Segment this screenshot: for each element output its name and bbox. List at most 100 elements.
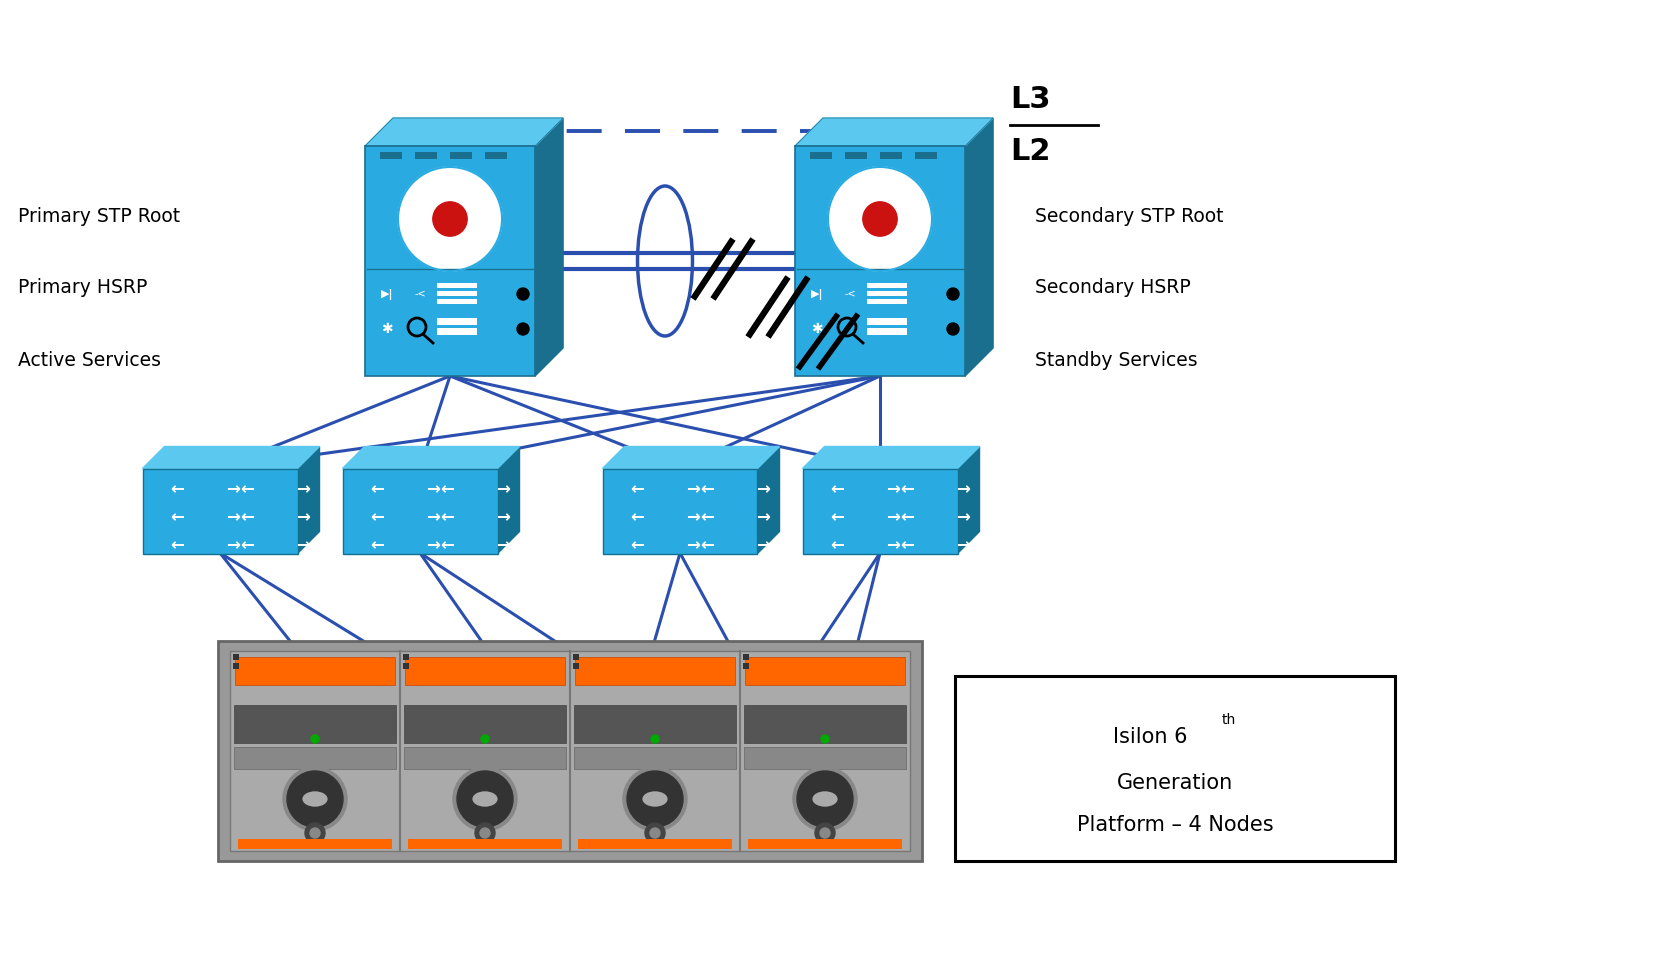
Polygon shape [603, 447, 779, 469]
FancyBboxPatch shape [879, 152, 902, 159]
Text: th: th [1222, 713, 1237, 727]
Text: ←: ← [630, 480, 645, 498]
Text: ←: ← [440, 536, 454, 554]
Polygon shape [366, 118, 563, 146]
Circle shape [819, 828, 829, 838]
Circle shape [828, 167, 932, 271]
Text: Platform – 4 Nodes: Platform – 4 Nodes [1077, 815, 1273, 835]
Ellipse shape [643, 791, 668, 806]
Ellipse shape [813, 791, 838, 806]
Text: Standby Services: Standby Services [1035, 351, 1198, 369]
Text: →: → [226, 480, 239, 498]
FancyBboxPatch shape [916, 152, 937, 159]
Text: →: → [956, 508, 969, 526]
Polygon shape [803, 447, 979, 469]
Text: →: → [756, 480, 770, 498]
FancyBboxPatch shape [868, 291, 907, 296]
Text: →: → [756, 536, 770, 554]
Text: →: → [886, 508, 899, 526]
Text: ←: ← [171, 508, 184, 526]
Text: →: → [685, 508, 700, 526]
FancyBboxPatch shape [794, 146, 966, 376]
Text: ←: ← [171, 536, 184, 554]
Text: Isilon 6: Isilon 6 [1114, 727, 1187, 747]
Polygon shape [957, 447, 979, 554]
FancyBboxPatch shape [485, 152, 507, 159]
Text: Secondary STP Root: Secondary STP Root [1035, 207, 1223, 226]
Text: ←: ← [440, 508, 454, 526]
Text: →: → [296, 480, 309, 498]
Circle shape [306, 823, 326, 843]
Text: ←: ← [171, 480, 184, 498]
FancyBboxPatch shape [238, 839, 392, 849]
Text: →: → [226, 536, 239, 554]
Text: Generation: Generation [1117, 773, 1233, 793]
Text: ←: ← [701, 480, 715, 498]
Polygon shape [758, 447, 779, 554]
FancyBboxPatch shape [437, 299, 477, 304]
FancyBboxPatch shape [404, 747, 567, 769]
Text: ←: ← [701, 536, 715, 554]
FancyBboxPatch shape [809, 152, 833, 159]
FancyBboxPatch shape [745, 705, 906, 743]
Circle shape [517, 323, 529, 335]
Text: Active Services: Active Services [18, 351, 161, 369]
Ellipse shape [302, 791, 327, 806]
Circle shape [397, 167, 502, 271]
FancyBboxPatch shape [603, 469, 758, 554]
Circle shape [311, 828, 321, 838]
FancyBboxPatch shape [844, 152, 868, 159]
Text: →: → [226, 508, 239, 526]
Text: →: → [495, 536, 510, 554]
FancyBboxPatch shape [366, 146, 535, 376]
Circle shape [814, 823, 834, 843]
Text: ▶|: ▶| [811, 288, 823, 300]
FancyBboxPatch shape [437, 318, 477, 325]
FancyBboxPatch shape [342, 469, 497, 554]
FancyBboxPatch shape [229, 651, 911, 851]
FancyBboxPatch shape [868, 318, 907, 325]
Text: →: → [425, 536, 439, 554]
Text: ←: ← [371, 508, 384, 526]
Text: →: → [425, 508, 439, 526]
Text: ←: ← [831, 536, 844, 554]
FancyBboxPatch shape [437, 283, 477, 288]
Circle shape [947, 288, 959, 300]
Circle shape [480, 735, 489, 743]
Text: ←: ← [630, 508, 645, 526]
FancyBboxPatch shape [868, 283, 907, 288]
Circle shape [652, 735, 660, 743]
Polygon shape [297, 447, 319, 554]
Circle shape [283, 767, 347, 831]
FancyBboxPatch shape [402, 663, 409, 669]
Text: →: → [296, 536, 309, 554]
FancyBboxPatch shape [234, 657, 396, 685]
Polygon shape [497, 447, 520, 554]
Text: ←: ← [440, 480, 454, 498]
Text: L3: L3 [1010, 85, 1050, 113]
FancyBboxPatch shape [407, 839, 562, 849]
Polygon shape [794, 118, 992, 146]
FancyBboxPatch shape [402, 654, 409, 660]
Text: -<: -< [414, 289, 425, 299]
Circle shape [454, 767, 517, 831]
FancyBboxPatch shape [956, 676, 1394, 861]
Text: ←: ← [630, 536, 645, 554]
FancyBboxPatch shape [233, 663, 239, 669]
Text: ←: ← [701, 508, 715, 526]
Text: ←: ← [831, 508, 844, 526]
Text: →: → [685, 480, 700, 498]
Text: Primary HSRP: Primary HSRP [18, 279, 148, 298]
Polygon shape [535, 118, 563, 376]
Text: ✱: ✱ [811, 322, 823, 336]
FancyBboxPatch shape [406, 657, 565, 685]
Polygon shape [966, 118, 992, 376]
Text: ←: ← [371, 480, 384, 498]
Circle shape [623, 767, 686, 831]
Text: →: → [956, 536, 969, 554]
FancyBboxPatch shape [743, 663, 750, 669]
FancyBboxPatch shape [868, 328, 907, 335]
FancyBboxPatch shape [573, 705, 736, 743]
FancyBboxPatch shape [748, 839, 902, 849]
Text: ←: ← [831, 480, 844, 498]
